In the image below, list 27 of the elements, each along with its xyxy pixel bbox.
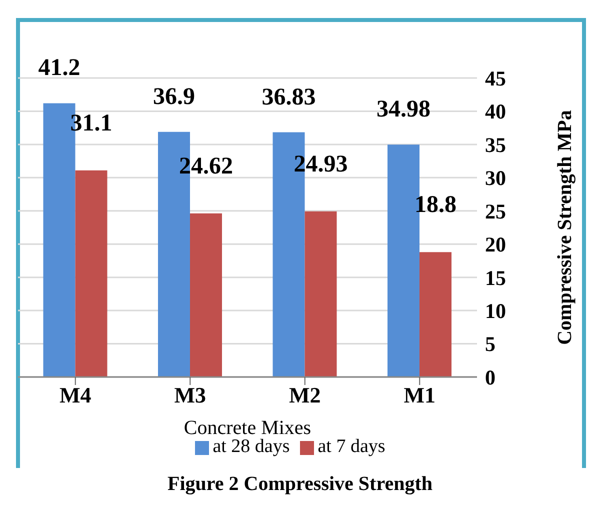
bar xyxy=(190,213,222,377)
bar xyxy=(419,252,452,377)
bar xyxy=(75,170,108,377)
data-label: 36.9 xyxy=(152,84,195,110)
legend-label: at 7 days xyxy=(318,436,386,457)
y-tick-label: 40 xyxy=(485,100,506,124)
x-tick-label: M3 xyxy=(174,382,206,408)
y-tick-label: 5 xyxy=(485,332,496,356)
data-label: 34.98 xyxy=(376,96,430,123)
x-tick-label: M1 xyxy=(404,382,436,408)
y-axis-title: Compressive Strength MPa xyxy=(554,110,576,345)
legend-label: at 28 days xyxy=(212,436,290,457)
x-tick-label: M4 xyxy=(59,382,92,408)
y-tick-label: 45 xyxy=(485,66,506,90)
bar xyxy=(304,211,337,377)
data-label: 36.83 xyxy=(262,84,316,110)
y-tick-label: 30 xyxy=(485,166,506,190)
text: Figure 2 Compressive Strength xyxy=(166,473,434,496)
y-tick-label: 10 xyxy=(485,299,506,324)
x-tick-label: M2 xyxy=(288,382,321,408)
data-label: 41.2 xyxy=(38,55,80,82)
y-tick-label: 20 xyxy=(485,232,506,257)
y-tick-label: 35 xyxy=(485,132,506,157)
y-tick-label: 0 xyxy=(485,365,496,390)
y-tick-label: 15 xyxy=(485,266,506,290)
y-tick-label: 25 xyxy=(485,199,506,224)
x-axis-title: Concrete Mixes xyxy=(184,417,312,439)
